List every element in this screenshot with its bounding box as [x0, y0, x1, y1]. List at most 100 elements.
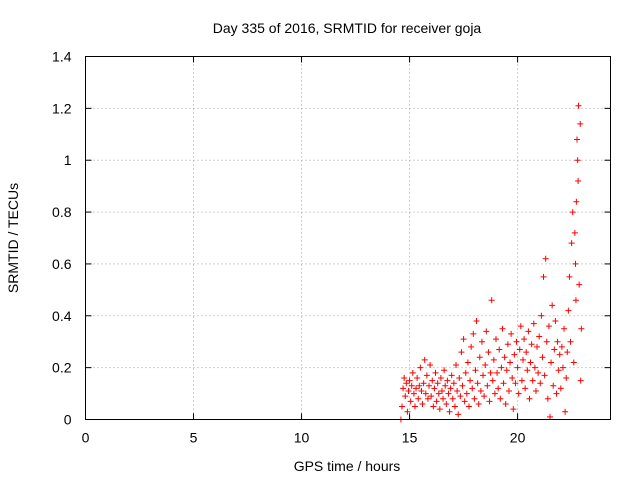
data-point	[539, 354, 546, 361]
data-point	[405, 387, 412, 394]
data-point	[552, 317, 559, 324]
data-point	[526, 395, 533, 402]
data-point	[460, 336, 467, 343]
data-point	[523, 349, 530, 356]
data-point	[489, 377, 496, 384]
data-point	[504, 341, 511, 348]
data-point	[558, 343, 565, 350]
data-point	[540, 273, 547, 280]
data-point	[573, 198, 580, 205]
data-point	[417, 364, 424, 371]
data-point	[530, 320, 537, 327]
data-point	[496, 346, 503, 353]
data-point	[410, 390, 417, 397]
x-tick-label: 20	[510, 430, 526, 446]
data-point	[517, 323, 524, 330]
data-point	[416, 382, 423, 389]
data-point	[434, 380, 441, 387]
data-point	[401, 375, 408, 382]
data-point	[571, 229, 578, 236]
data-point	[575, 102, 582, 109]
data-point	[436, 406, 443, 413]
data-point	[475, 400, 482, 407]
data-point	[495, 385, 502, 392]
data-point	[471, 395, 478, 402]
data-point	[505, 387, 512, 394]
data-point	[437, 375, 444, 382]
data-point	[424, 395, 431, 402]
data-point	[515, 390, 522, 397]
data-point	[543, 338, 550, 345]
data-point	[554, 338, 561, 345]
data-point	[534, 343, 541, 350]
data-point	[548, 359, 555, 366]
data-point	[414, 375, 421, 382]
plot-frame	[85, 56, 611, 420]
data-point	[513, 338, 520, 345]
data-point	[430, 403, 437, 410]
data-point	[470, 330, 477, 337]
data-point	[456, 375, 463, 382]
data-point	[411, 403, 418, 410]
data-point	[444, 377, 451, 384]
data-point	[426, 382, 433, 389]
data-point	[550, 382, 557, 389]
data-point	[488, 297, 495, 304]
data-point	[574, 157, 581, 164]
data-point	[435, 390, 442, 397]
data-point	[547, 413, 554, 420]
data-point	[532, 387, 539, 394]
data-point	[450, 380, 457, 387]
data-point	[438, 387, 445, 394]
data-point	[514, 364, 521, 371]
data-point	[491, 390, 498, 397]
data-point	[507, 359, 514, 366]
data-point	[555, 367, 562, 374]
data-point	[556, 351, 563, 358]
data-point	[487, 369, 494, 376]
data-point	[572, 297, 579, 304]
data-point	[427, 362, 434, 369]
data-point	[544, 395, 551, 402]
data-point	[574, 136, 581, 143]
data-point	[570, 359, 577, 366]
data-point	[498, 364, 505, 371]
data-point	[486, 398, 493, 405]
data-point	[399, 403, 406, 410]
data-point	[421, 356, 428, 363]
y-tick-label: 0.2	[52, 360, 72, 376]
data-point	[553, 390, 560, 397]
data-point	[559, 364, 566, 371]
x-axis-title: GPS time / hours	[294, 458, 401, 474]
data-point	[402, 393, 409, 400]
y-tick-label: 1	[64, 152, 72, 168]
data-point	[441, 367, 448, 374]
data-point	[518, 377, 525, 384]
y-tick-label: 1.2	[52, 100, 72, 116]
data-point	[502, 400, 509, 407]
data-point	[409, 369, 416, 376]
data-point	[422, 390, 429, 397]
data-point	[527, 359, 534, 366]
chart-title: Day 335 of 2016, SRMTID for receiver goj…	[213, 20, 482, 36]
x-tick-label: 10	[294, 430, 310, 446]
data-point	[499, 325, 506, 332]
data-point	[469, 385, 476, 392]
data-point	[473, 317, 480, 324]
data-point	[494, 369, 501, 376]
data-point	[463, 390, 470, 397]
data-point	[537, 380, 544, 387]
data-point	[428, 393, 435, 400]
data-point	[432, 369, 439, 376]
data-point	[449, 395, 456, 402]
data-point	[577, 120, 584, 127]
data-point	[529, 377, 536, 384]
data-point	[403, 380, 410, 387]
data-point	[455, 411, 462, 418]
data-point	[567, 338, 574, 345]
data-point	[404, 408, 411, 415]
data-point	[509, 375, 516, 382]
data-point	[490, 356, 497, 363]
data-point	[503, 367, 510, 374]
